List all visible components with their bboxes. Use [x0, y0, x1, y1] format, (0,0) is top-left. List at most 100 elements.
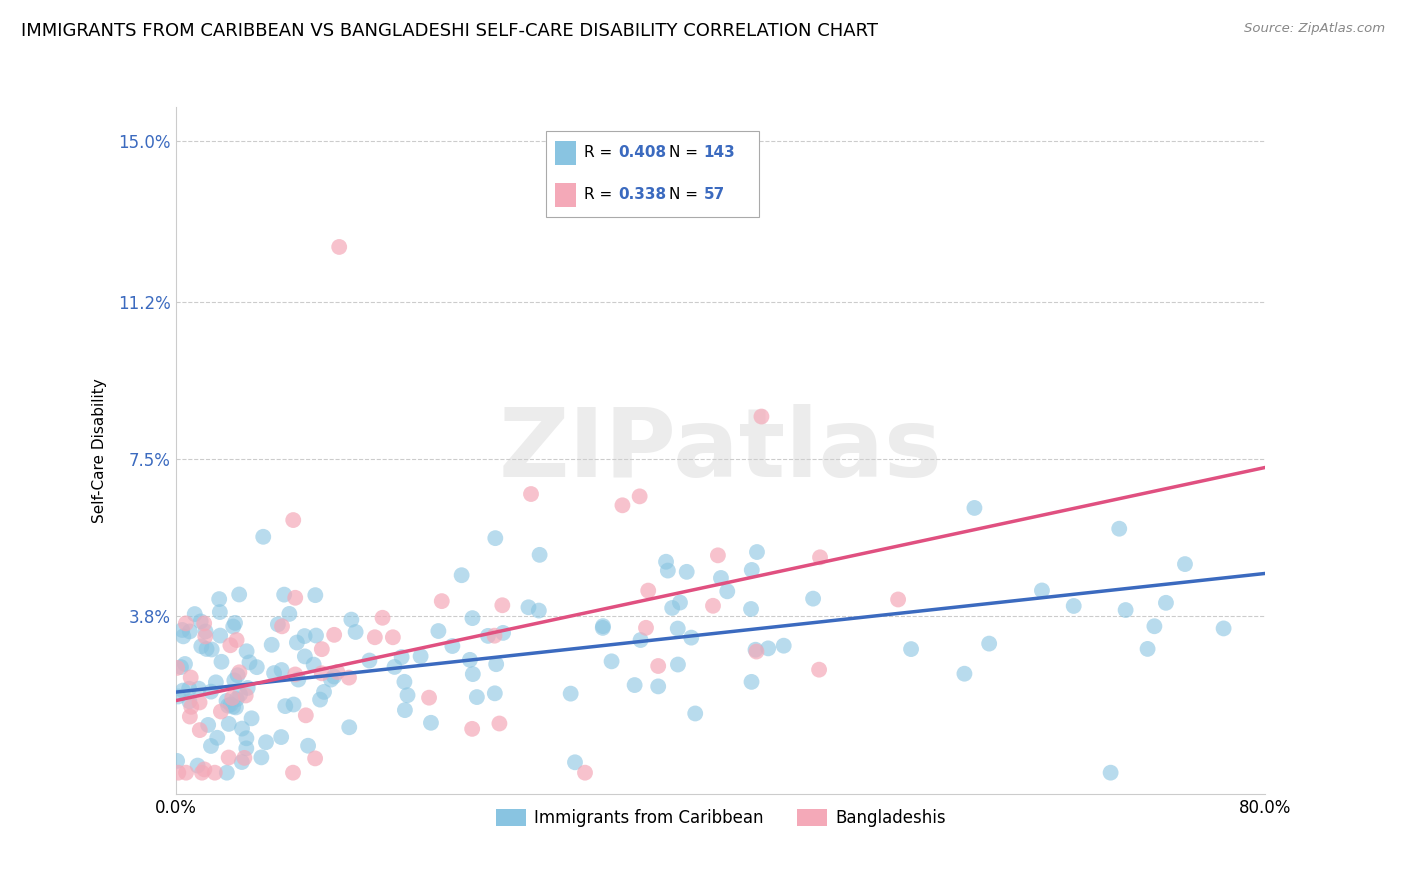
Point: [194, 624, 217, 639]
Point: [235, 731, 257, 746]
Point: [205, 675, 228, 690]
Point: [174, 616, 197, 631]
Point: [236, 681, 259, 695]
Point: [681, 631, 703, 645]
Point: [381, 630, 404, 644]
Point: [224, 615, 246, 630]
Point: [200, 684, 222, 698]
Point: [263, 666, 285, 681]
Point: [461, 667, 484, 681]
Point: [371, 611, 394, 625]
Point: [634, 621, 657, 635]
Point: [1143, 619, 1166, 633]
Point: [278, 607, 301, 621]
Point: [394, 674, 416, 689]
Point: [527, 604, 550, 618]
Point: [193, 763, 215, 777]
Point: [222, 619, 245, 633]
Point: [675, 565, 697, 579]
Text: 0.408: 0.408: [619, 145, 666, 161]
Point: [179, 681, 201, 696]
Point: [188, 696, 211, 710]
Text: IMMIGRANTS FROM CARIBBEAN VS BANGLADESHI SELF-CARE DISABILITY CORRELATION CHART: IMMIGRANTS FROM CARIBBEAN VS BANGLADESHI…: [21, 22, 879, 40]
Point: [745, 644, 768, 658]
Point: [179, 709, 201, 723]
Point: [225, 700, 247, 714]
Point: [657, 564, 679, 578]
Point: [209, 629, 232, 643]
Text: N =: N =: [669, 145, 703, 161]
Point: [744, 642, 766, 657]
Text: 143: 143: [703, 145, 735, 161]
Point: [465, 690, 488, 704]
Point: [191, 765, 214, 780]
Point: [391, 650, 413, 665]
Point: [302, 657, 325, 672]
Point: [218, 750, 240, 764]
Point: [284, 591, 307, 605]
Point: [801, 591, 824, 606]
Point: [600, 654, 623, 668]
Point: [222, 699, 245, 714]
Point: [283, 698, 305, 712]
Point: [211, 655, 233, 669]
Point: [745, 545, 768, 559]
Point: [281, 765, 304, 780]
Point: [710, 571, 733, 585]
Text: Source: ZipAtlas.com: Source: ZipAtlas.com: [1244, 22, 1385, 36]
Point: [271, 619, 294, 633]
Point: [294, 629, 316, 643]
Point: [623, 678, 645, 692]
Y-axis label: Self-Care Disability: Self-Care Disability: [91, 378, 107, 523]
Point: [218, 717, 240, 731]
Point: [592, 619, 614, 633]
Point: [647, 659, 669, 673]
Point: [312, 685, 335, 699]
Point: [285, 635, 308, 649]
Point: [655, 555, 678, 569]
Point: [172, 629, 194, 643]
Point: [267, 617, 290, 632]
Point: [225, 633, 247, 648]
Legend: Immigrants from Caribbean, Bangladeshis: Immigrants from Caribbean, Bangladeshis: [489, 802, 952, 834]
Point: [287, 673, 309, 687]
Point: [458, 653, 481, 667]
Point: [430, 594, 453, 608]
Point: [488, 716, 510, 731]
Point: [297, 739, 319, 753]
Point: [637, 583, 659, 598]
Point: [484, 531, 506, 545]
Point: [359, 654, 381, 668]
Point: [477, 629, 499, 643]
Point: [418, 690, 440, 705]
Point: [219, 638, 242, 652]
Point: [304, 751, 326, 765]
Point: [396, 688, 419, 702]
Point: [270, 663, 292, 677]
Point: [326, 665, 349, 679]
Point: [319, 673, 342, 687]
Point: [235, 741, 257, 756]
Point: [250, 750, 273, 764]
Point: [200, 739, 222, 753]
Point: [215, 765, 238, 780]
Point: [201, 642, 224, 657]
Point: [485, 657, 508, 672]
FancyBboxPatch shape: [546, 131, 759, 217]
Point: [669, 596, 692, 610]
Point: [311, 642, 333, 657]
Point: [492, 626, 515, 640]
Point: [207, 731, 229, 745]
Point: [166, 661, 188, 675]
Point: [283, 513, 305, 527]
Point: [328, 240, 350, 254]
Point: [270, 730, 292, 744]
Point: [195, 642, 218, 657]
Point: [235, 644, 257, 658]
Point: [741, 674, 763, 689]
Point: [560, 687, 582, 701]
Point: [808, 663, 831, 677]
Point: [304, 588, 326, 602]
Point: [224, 673, 246, 688]
Point: [174, 765, 197, 780]
